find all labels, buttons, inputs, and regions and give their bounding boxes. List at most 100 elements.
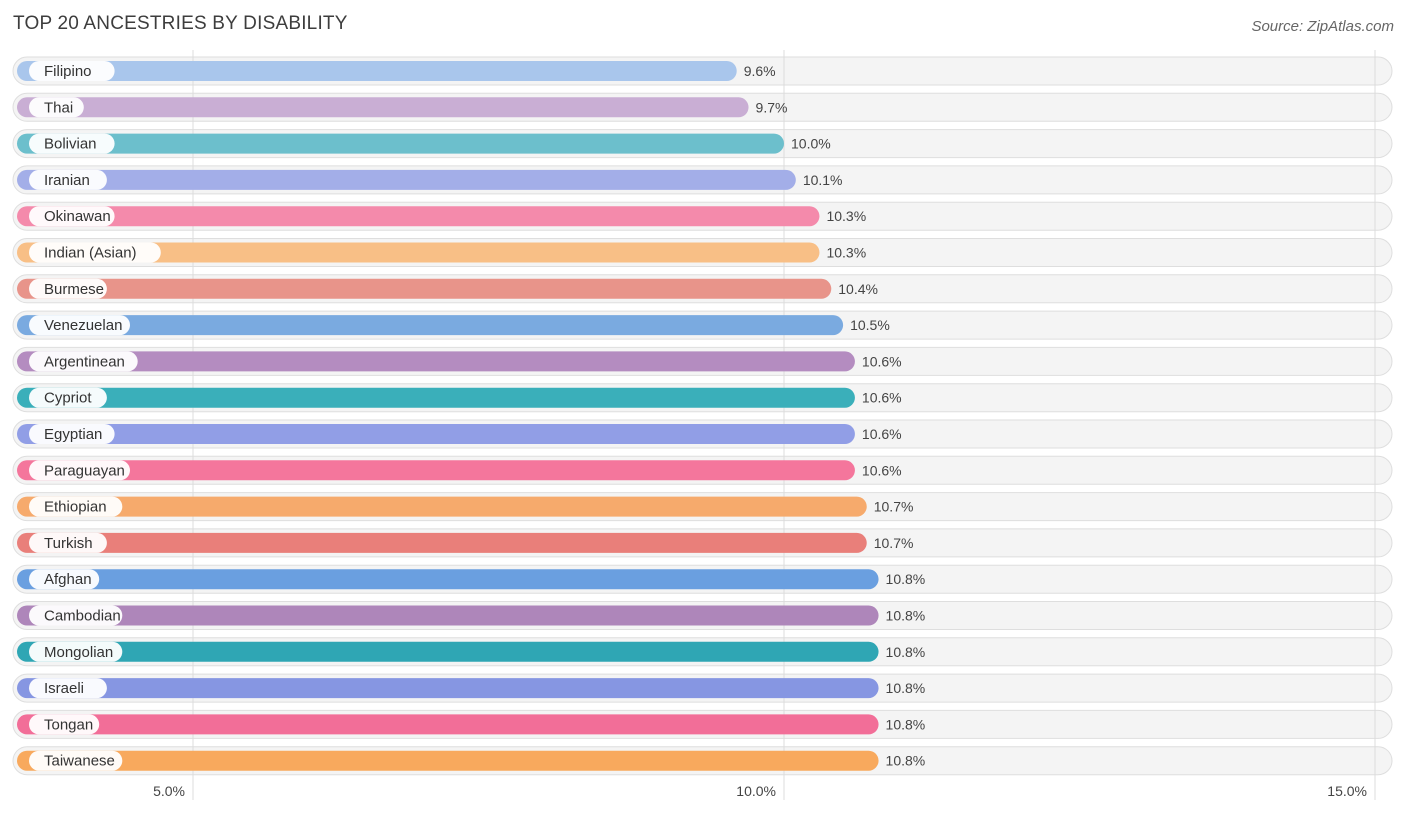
bar-value-label: 10.4% <box>838 281 878 297</box>
bar-label: Paraguayan <box>44 462 125 479</box>
bar-value-label: 10.8% <box>886 644 926 660</box>
bar-label-pill <box>29 278 107 299</box>
bar[interactable] <box>17 678 879 699</box>
x-tick-label: 10.0% <box>736 783 776 799</box>
bar[interactable] <box>17 315 844 336</box>
bar-label-pill <box>29 460 130 481</box>
bar-group[interactable]: Egyptian 10.6% <box>17 424 902 444</box>
bar-value-label: 10.7% <box>874 499 914 515</box>
bar-label-pill <box>29 678 107 699</box>
bar-group[interactable]: Paraguayan 10.6% <box>17 460 902 481</box>
row-backgrounds <box>12 56 1393 776</box>
bar-label-pill <box>29 424 115 444</box>
bar-label: Mongolian <box>44 644 113 661</box>
bar-group[interactable]: Bolivian 10.0% <box>17 133 831 154</box>
bar-label-pill <box>29 97 84 118</box>
bar-group[interactable]: Ethiopian 10.7% <box>17 496 914 517</box>
bar-label-pill <box>29 605 123 626</box>
bar-group[interactable]: Cypriot 10.6% <box>17 387 902 408</box>
x-tick-label: 5.0% <box>153 783 185 799</box>
chart-title: TOP 20 ANCESTRIES BY DISABILITY <box>13 13 348 34</box>
bar-group[interactable]: Israeli 10.8% <box>17 678 926 699</box>
bar-label: Turkish <box>44 535 93 552</box>
bar-value-label: 10.0% <box>791 136 831 152</box>
bar-label: Venezuelan <box>44 317 122 334</box>
bar[interactable] <box>17 206 820 227</box>
bar-value-label: 10.6% <box>862 462 902 478</box>
bar-label-pill <box>29 532 107 553</box>
bar[interactable] <box>17 278 832 299</box>
bar-group[interactable]: Thai 9.7% <box>17 97 788 118</box>
bar-group[interactable]: Mongolian 10.8% <box>17 641 926 662</box>
bar[interactable] <box>17 532 867 553</box>
bar-label: Cambodian <box>44 608 121 625</box>
bar-label: Okinawan <box>44 208 111 225</box>
bar-label: Egyptian <box>44 426 102 443</box>
bar-value-label: 10.8% <box>886 571 926 587</box>
bar-label: Taiwanese <box>44 753 115 770</box>
bar[interactable] <box>17 496 867 517</box>
bar-group[interactable]: Cambodian 10.8% <box>17 605 926 626</box>
bar-label-pill <box>29 351 138 372</box>
bar-value-label: 10.1% <box>803 172 843 188</box>
bar-label-pill <box>29 569 100 590</box>
bar[interactable] <box>17 714 879 735</box>
bar-label: Tongan <box>44 716 93 733</box>
bar-value-label: 10.6% <box>862 390 902 406</box>
bar-group[interactable]: Argentinean 10.6% <box>17 351 902 372</box>
bar-label: Iranian <box>44 172 90 189</box>
bar[interactable] <box>17 61 737 81</box>
bar[interactable] <box>17 387 855 408</box>
bar-value-label: 10.8% <box>886 753 926 769</box>
bar-value-label: 10.8% <box>886 716 926 732</box>
bar-label-pill <box>29 169 107 190</box>
bar-label: Burmese <box>44 281 104 298</box>
bar-label: Filipino <box>44 63 92 80</box>
bar-value-label: 10.5% <box>850 317 890 333</box>
bar[interactable] <box>17 641 879 662</box>
bar-label-pill <box>29 641 123 662</box>
bar[interactable] <box>17 424 855 444</box>
bar[interactable] <box>17 605 879 626</box>
bar-label-pill <box>29 206 115 227</box>
bar-label: Afghan <box>44 571 92 588</box>
bar[interactable] <box>17 169 796 190</box>
bar[interactable] <box>17 569 879 590</box>
bar[interactable] <box>17 97 749 118</box>
bar-group[interactable]: Venezuelan 10.5% <box>17 315 890 336</box>
bar-group[interactable]: Afghan 10.8% <box>17 569 926 590</box>
bar-value-label: 9.6% <box>744 63 776 79</box>
bar-label-pill <box>29 133 115 154</box>
bar-value-label: 10.7% <box>874 535 914 551</box>
bar-group[interactable]: Filipino 9.6% <box>17 61 776 81</box>
bar-group[interactable]: Indian (Asian) 10.3% <box>17 242 866 263</box>
bar-group[interactable]: Taiwanese 10.8% <box>17 750 926 771</box>
bar-value-label: 10.8% <box>886 608 926 624</box>
bar-label-pill <box>29 496 123 517</box>
bar-group[interactable]: Burmese 10.4% <box>17 278 878 299</box>
bar-group[interactable]: Okinawan 10.3% <box>17 206 866 227</box>
bar-label-pill <box>29 61 115 81</box>
bar[interactable] <box>17 460 855 481</box>
bar[interactable] <box>17 242 820 263</box>
bar-group[interactable]: Iranian 10.1% <box>17 169 843 190</box>
bar[interactable] <box>17 351 855 372</box>
bar[interactable] <box>17 750 879 771</box>
bar-label: Indian (Asian) <box>44 245 137 262</box>
bar-group[interactable]: Turkish 10.7% <box>17 532 914 553</box>
bar-label-pill <box>29 750 123 771</box>
bar-value-label: 10.8% <box>886 680 926 696</box>
bar-label: Israeli <box>44 680 84 697</box>
bar-group[interactable]: Tongan 10.8% <box>17 714 926 735</box>
bar-value-label: 10.6% <box>862 426 902 442</box>
bar-label: Bolivian <box>44 136 97 153</box>
bar[interactable] <box>17 133 784 154</box>
bar-value-label: 10.3% <box>826 208 866 224</box>
bar-value-label: 9.7% <box>756 99 788 115</box>
bar-label: Thai <box>44 99 73 116</box>
bar-value-label: 10.3% <box>826 245 866 261</box>
bar-label: Argentinean <box>44 353 125 370</box>
bar-label-pill <box>29 315 130 336</box>
x-tick-label: 15.0% <box>1327 783 1367 799</box>
